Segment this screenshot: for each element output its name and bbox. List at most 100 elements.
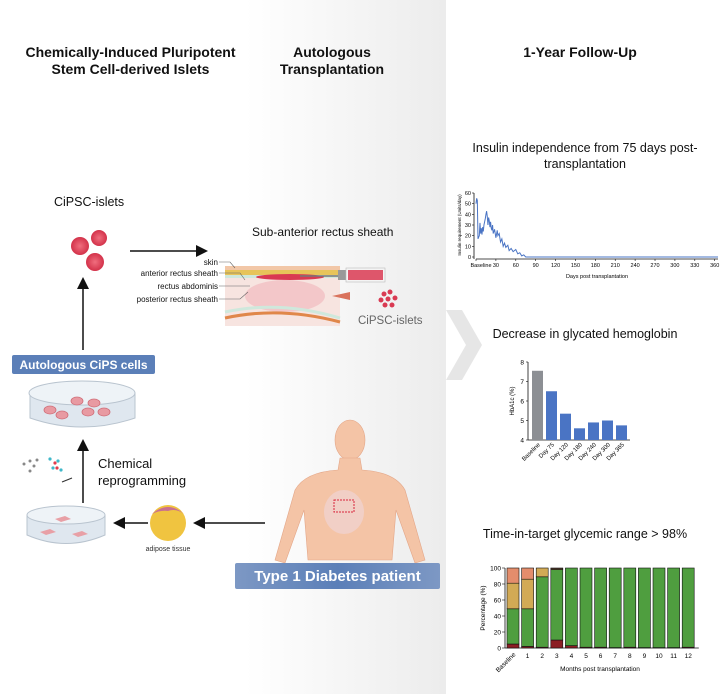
- x-tick-label: 120: [551, 263, 560, 269]
- x-tick-label: 10: [655, 653, 663, 660]
- hba1c-bar: [532, 370, 543, 440]
- tir-segment: [565, 645, 578, 649]
- transplant-site-marker: [333, 499, 355, 513]
- tir-heading: Time-in-target glycemic range > 98%: [482, 527, 688, 541]
- cipsc-islets-label: CiPSC-islets: [54, 195, 125, 209]
- abdominal-tissue-illustration: [224, 266, 386, 326]
- tissue-label-skin: skin: [204, 258, 218, 267]
- x-axis-label: Days post transplantation: [566, 274, 628, 280]
- y-axis-label: HbA1c (%): [510, 386, 516, 415]
- x-tick-label: 7: [613, 653, 617, 660]
- title-autologous-transplantation: Autologous Transplantation: [279, 44, 385, 77]
- x-axis-label: Months post transplantation: [560, 666, 640, 673]
- tir-segment: [681, 567, 695, 648]
- tir-segment: [667, 567, 680, 648]
- x-tick-label: 360: [710, 263, 719, 269]
- tir-segment: [550, 567, 564, 570]
- x-tick-label: 150: [571, 263, 580, 269]
- y-tick-label: 10: [465, 244, 471, 250]
- x-tick-label: 6: [599, 653, 603, 660]
- hba1c-bar: [574, 428, 585, 440]
- tissue-label-rectus-abdominis: rectus abdominis: [158, 282, 218, 291]
- y-tick-label: 40: [494, 614, 502, 621]
- x-tick-label: Baseline: [470, 263, 491, 269]
- petri-dish-cips-icon: [28, 380, 136, 428]
- x-tick-label: 1: [526, 653, 530, 660]
- x-tick-label: 180: [591, 263, 600, 269]
- adipose-tissue-icon: [150, 505, 186, 541]
- y-tick-label: 6: [520, 399, 524, 406]
- tir-segment: [652, 567, 666, 648]
- small-islet-cluster-icon: [378, 289, 398, 308]
- tir-segment: [506, 608, 520, 645]
- patient-badge: Type 1 Diabetes patient: [235, 563, 440, 589]
- y-tick-label: 0: [468, 255, 471, 261]
- hba1c-bar: [616, 425, 627, 440]
- tir-segment: [506, 567, 520, 584]
- y-axis-label: Insulin requirement (Units/day): [457, 194, 462, 256]
- y-tick-label: 20: [465, 234, 471, 240]
- x-tick-label: Baseline: [495, 651, 518, 674]
- hba1c-heading: Decrease in glycated hemoglobin: [492, 327, 678, 341]
- y-tick-label: 60: [465, 191, 471, 197]
- cips-cells-badge: Autologous CiPS cells: [12, 355, 155, 374]
- x-tick-label: 8: [628, 653, 632, 660]
- hba1c-bar: [560, 413, 571, 440]
- tir-segment: [521, 578, 534, 610]
- x-tick-label: 270: [650, 263, 659, 269]
- adipose-label: adipose tissue: [146, 546, 191, 553]
- x-tick-label: 12: [685, 653, 693, 660]
- y-tick-label: 60: [494, 598, 502, 605]
- tir-segment: [565, 567, 578, 646]
- chevron-arrow-icon: [446, 310, 482, 380]
- tir-segment: [594, 567, 607, 648]
- x-tick-label: 5: [584, 653, 588, 660]
- tissue-leader-lines: [219, 261, 250, 300]
- petri-dish-fibroblast-icon: [26, 505, 106, 544]
- insulin-chart: Baseline 30 60 90 120 150 180 210 240 270 300 330 36…: [457, 191, 719, 280]
- tir-segment: [550, 639, 564, 649]
- y-tick-label: 30: [465, 223, 471, 229]
- y-tick-label: 80: [494, 582, 502, 589]
- transplant-site-title: Sub-anterior rectus sheath: [252, 225, 394, 239]
- y-tick-label: 8: [520, 360, 524, 367]
- tir-segment: [521, 567, 534, 580]
- tir-segment: [550, 569, 564, 641]
- x-tick-label: 210: [611, 263, 620, 269]
- x-tick-label: 90: [533, 263, 539, 269]
- x-tick-label: 2: [540, 653, 544, 660]
- x-tick-label: 30: [493, 263, 499, 269]
- tir-segment: [623, 567, 637, 648]
- x-tick-label: 240: [631, 263, 640, 269]
- x-tick-label: 9: [643, 653, 647, 660]
- title-follow-up: 1-Year Follow-Up: [523, 44, 637, 60]
- y-tick-label: 7: [520, 379, 524, 386]
- tir-segment: [579, 567, 593, 648]
- y-tick-label: 0: [497, 646, 501, 653]
- tir-segment: [608, 567, 622, 648]
- tir-segment: [506, 643, 520, 649]
- x-tick-label: 330: [690, 263, 699, 269]
- y-tick-label: 4: [520, 438, 524, 445]
- y-tick-label: 5: [520, 418, 524, 425]
- tir-segment: [638, 567, 651, 648]
- tir-chart: 0 20 40 60 80 100 Percentage (%) Months post tr…: [480, 566, 699, 674]
- x-tick-label: Baseline: [521, 442, 542, 463]
- tir-segment: [521, 608, 534, 647]
- islets-tag: CiPSC-islets: [358, 315, 423, 327]
- y-tick-label: 40: [465, 212, 471, 218]
- tir-segment: [535, 576, 549, 648]
- y-tick-label: 50: [465, 202, 471, 208]
- small-molecule-icon: [22, 457, 73, 483]
- tissue-label-posterior-rectus-sheath: posterior rectus sheath: [137, 295, 218, 304]
- tir-segment: [506, 582, 520, 610]
- y-tick-label: 20: [494, 630, 502, 637]
- insulin-heading: Insulin independence from 75 days post-t…: [472, 141, 698, 171]
- tissue-label-anterior-rectus-sheath: anterior rectus sheath: [141, 269, 218, 278]
- y-axis-label: Percentage (%): [480, 585, 487, 630]
- hba1c-bar: [588, 422, 599, 440]
- hba1c-bar: [602, 420, 613, 440]
- x-tick-label: 4: [570, 653, 574, 660]
